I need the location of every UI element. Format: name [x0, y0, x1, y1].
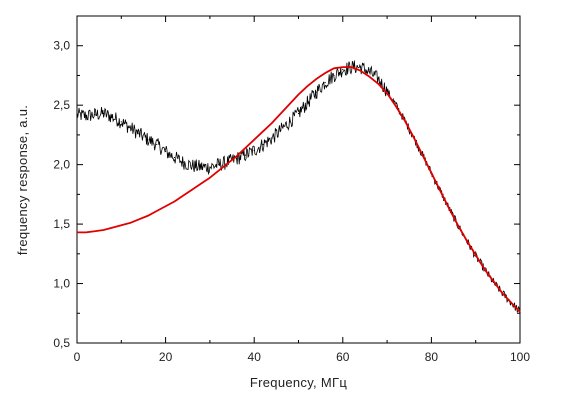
y-tick-label: 1,5 [53, 217, 70, 231]
fit-line [77, 66, 521, 313]
measured-point [209, 166, 211, 168]
measured-point [94, 114, 96, 116]
tick-labels: 0 20 40 60 80 100 0,5 1,0 1,5 2,0 2,5 3,0 [53, 39, 530, 364]
measured-point [235, 158, 238, 160]
measured-point [297, 112, 300, 115]
measured-point [359, 66, 362, 68]
y-tick-label: 2,0 [53, 158, 70, 172]
x-tick-label: 60 [336, 350, 350, 364]
measured-point [129, 127, 131, 129]
measured-point [324, 81, 326, 84]
y-tick-label: 3,0 [53, 39, 70, 53]
measured-point [218, 164, 220, 166]
measured-point [244, 154, 246, 156]
x-tick-label: 0 [74, 350, 81, 364]
x-tick-label: 100 [510, 350, 530, 364]
measured-point [191, 165, 193, 167]
measured-point [306, 102, 308, 104]
measured-point [85, 115, 87, 117]
measured-point [111, 116, 114, 118]
measured-point [173, 156, 176, 159]
measured-point [76, 114, 78, 116]
measured-point [342, 68, 344, 71]
x-axis-title: Frequency, МГц [250, 375, 347, 390]
measured-point [165, 150, 167, 153]
series-layer [76, 60, 521, 313]
plot-frame [76, 15, 521, 344]
measured-point [386, 90, 388, 92]
measured-point [368, 71, 370, 73]
y-axis-title: frequency response, a.u. [15, 105, 30, 255]
x-tick-label: 40 [248, 350, 262, 364]
measured-point [102, 112, 105, 115]
measured-point [377, 78, 379, 80]
measured-line [76, 60, 521, 313]
measured-point [289, 121, 291, 123]
measured-point [200, 166, 202, 168]
measured-point [271, 137, 273, 140]
measured-point [262, 143, 264, 146]
y-tick-label: 1,0 [53, 277, 70, 291]
measured-point [147, 139, 149, 141]
measured-point [156, 143, 158, 146]
measured-point [333, 74, 335, 77]
measured-point [253, 149, 255, 151]
measured-point [182, 161, 184, 163]
y-tick-label: 2,5 [53, 98, 70, 112]
measured-point [280, 129, 282, 131]
measured-point [138, 133, 140, 135]
measured-point [315, 91, 317, 93]
axis-ticks [76, 16, 521, 344]
x-tick-label: 20 [159, 350, 173, 364]
x-tick-label: 80 [425, 350, 439, 364]
measured-point [120, 121, 122, 123]
fit-series [77, 66, 521, 313]
y-tick-label: 0,5 [53, 336, 70, 350]
measured-series [76, 60, 521, 313]
